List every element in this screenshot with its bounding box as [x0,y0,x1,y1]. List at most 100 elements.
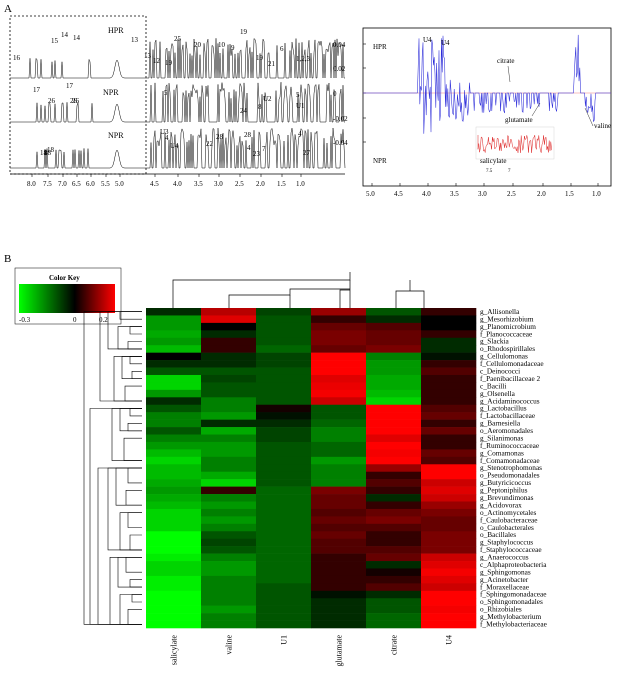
heatmap-cell [146,441,202,450]
heatmap-cell [146,531,202,539]
heatmap-cell [146,308,202,316]
heatmap-row-label: g_Sphingomonas [480,567,531,576]
heatmap-cell [201,352,257,361]
heatmap-row-label: c_Deinococci [480,367,520,376]
heatmap-cell [311,434,367,443]
heatmap-cell [366,322,422,331]
nmr-x-tick-label: 2.0 [256,180,265,188]
heatmap-cell [421,494,477,502]
peak-label: 20 [194,41,202,49]
loadings-x-tick-label: 4.0 [422,190,431,198]
heatmap-cell [311,538,367,547]
heatmap-cell [256,553,312,562]
heatmap-cell [366,315,422,324]
peak-label: U3 [160,128,169,136]
peak-label: 17 [33,86,41,94]
heatmap-cell [256,613,312,621]
valine-pointer [584,107,594,127]
row-dendrogram-branch [124,385,142,402]
heatmap-cell [311,352,367,361]
annotation-u4-a: U4 [423,36,432,44]
row-dendrogram-branch [129,408,142,417]
heatmap-cell [311,568,367,577]
heatmap-row-label: g_Acinetobacter [480,575,529,584]
heatmap-cell [201,508,257,517]
peak-label: 4 [165,134,169,142]
heatmap-cell [201,598,257,606]
color-key-title: Color Key [49,274,80,282]
heatmap-cell [256,345,312,353]
heatmap-cell [256,546,312,554]
heatmap-cell [421,456,477,465]
heatmap-cell [311,456,367,465]
heatmap-cell [256,598,312,606]
heatmap-cell [256,508,312,517]
peak-label: 1,2,3 [296,55,311,63]
heatmap-cell [421,419,477,428]
nmr-x-tick-label: 3.5 [194,180,203,188]
heatmap-cell [146,590,202,599]
heatmap-cell [201,479,257,487]
heatmap-cell [366,575,422,584]
heatmap-row-label: o_Actinomycetales [480,508,536,517]
heatmap-cell [421,412,477,420]
peak-label: 19 [240,28,248,36]
row-dendrogram-branch [129,534,142,551]
heatmap-row-label: g_Brevundimonas [480,493,534,502]
heatmap-row-label: g_Methylobacterium [480,612,542,621]
heatmap-cell [311,330,367,339]
peak-label: 4 [247,144,251,152]
citrate-pointer [507,65,511,83]
heatmap-cell [256,352,312,361]
heatmap-cell [201,315,257,324]
heatmap-cell [366,404,422,413]
heatmap-cell [366,374,422,383]
heatmap-row-label: c_Alphaproteobacteria [480,560,547,569]
peak-label: 23 [253,150,261,158]
heatmap-cell [201,501,257,510]
peak-label: 10 [218,41,226,49]
heatmap-cell [311,486,367,495]
heatmap-cell [256,330,312,339]
column-labels: salicylate valine U1 glutamate citrate U4 [170,635,454,667]
heatmap-cell [421,382,477,391]
heatmap-cell [421,523,477,532]
heatmap-cell [421,583,477,592]
peak-label: 18 [44,149,52,157]
heatmap-cell [201,449,257,458]
heatmap-cell [311,419,367,428]
loadings-x-tick-label: 3.0 [478,190,487,198]
heatmap-cell [311,397,367,406]
inset-trace [477,135,552,153]
heatmap-cell [421,308,477,316]
peak-label: U1 [296,102,305,110]
heatmap-cell [366,471,422,480]
heatmap-cell [256,479,312,487]
loadings-x-tick-label: 3.5 [450,190,459,198]
heatmap-cell [366,546,422,554]
heatmap-cell [146,404,202,413]
heatmap-cell [366,352,422,361]
heatmap-row-label: o_Sphingomonadales [480,597,543,606]
heatmap-row-label: f_Ruminococcaceae [480,441,539,450]
heatmap-cell [146,456,202,465]
heatmap-cell [256,531,312,539]
nmr-x-tick-label: 3.0 [214,180,223,188]
loadings-x-tick-label: 2.5 [507,190,516,198]
heatmap-cell [201,337,257,346]
heatmap-cell [256,427,312,435]
nmr-x-tick-label: 1.0 [296,180,305,188]
heatmap-cell [201,620,257,629]
heatmap-cell [366,419,422,428]
heatmap-cell [366,613,422,621]
heatmap-cell [146,583,202,592]
nmr-x-tick-label: 2.5 [235,180,244,188]
heatmap-row-label: g_Anaerococcus [480,553,529,562]
heatmap-cell [366,330,422,339]
heatmap-cell [311,441,367,450]
heatmap-cell [256,360,312,368]
heatmap-cell [366,389,422,398]
heatmap-cell [256,501,312,510]
heatmap-cell [311,531,367,539]
heatmap-cell [311,501,367,510]
